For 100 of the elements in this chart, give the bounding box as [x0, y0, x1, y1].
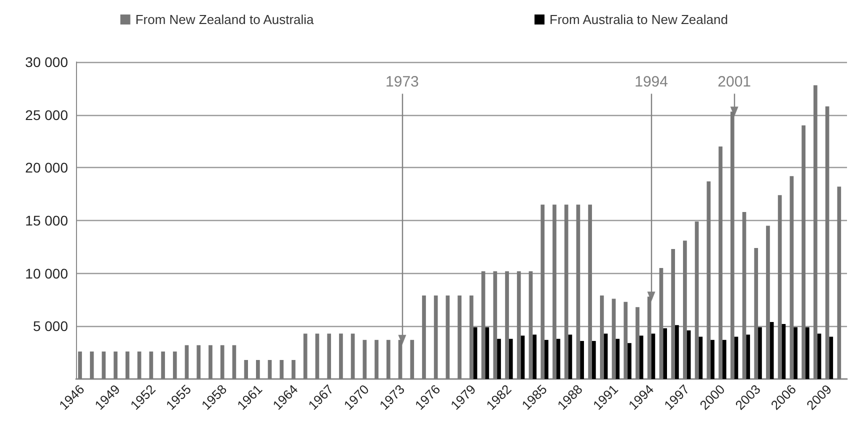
bar	[770, 322, 774, 379]
bar	[817, 334, 822, 379]
bar	[256, 360, 260, 379]
bar	[576, 204, 580, 379]
bar	[280, 360, 284, 379]
bar	[805, 327, 810, 379]
y-tick-label: 20 000	[25, 160, 68, 176]
bar	[616, 338, 620, 379]
legend-label: From New Zealand to Australia	[135, 12, 315, 27]
bar	[303, 334, 308, 379]
bar	[706, 181, 711, 379]
bar	[639, 336, 644, 379]
annotation: 1994	[634, 74, 668, 91]
bar	[782, 324, 786, 379]
bar	[754, 248, 758, 379]
bar	[422, 296, 426, 379]
bar	[659, 268, 664, 379]
bar	[766, 226, 770, 379]
bar	[636, 307, 640, 379]
bar	[505, 271, 509, 379]
bar	[734, 336, 738, 379]
bar	[208, 345, 212, 379]
annotation: 2001	[718, 74, 752, 91]
bar	[410, 340, 414, 379]
y-tick-label: 15 000	[25, 212, 68, 228]
bar	[126, 352, 130, 379]
bar	[671, 249, 676, 379]
bar	[813, 85, 818, 379]
y-tick-label: 5 000	[32, 318, 68, 334]
bar	[220, 345, 224, 379]
bar	[90, 352, 94, 379]
bar	[508, 338, 513, 379]
bar	[540, 204, 545, 379]
bar	[446, 296, 450, 379]
bar	[718, 146, 722, 379]
bar	[149, 352, 154, 379]
bar	[528, 271, 533, 379]
bar	[315, 334, 320, 379]
bar	[292, 360, 296, 379]
bar	[232, 345, 236, 379]
bar	[746, 334, 750, 379]
bar	[520, 336, 525, 379]
bar	[604, 334, 608, 379]
bar	[698, 336, 703, 379]
bar	[600, 296, 604, 379]
bar	[564, 204, 568, 379]
bar	[588, 204, 592, 379]
bar	[580, 340, 584, 379]
bar	[374, 340, 378, 379]
bar	[663, 328, 667, 379]
legend-label: From Australia to New Zealand	[550, 12, 728, 27]
y-tick-label: 10 000	[25, 265, 68, 282]
bar	[470, 296, 474, 379]
bar	[434, 296, 438, 379]
bar	[458, 296, 462, 379]
bar	[102, 352, 106, 379]
bar	[710, 340, 714, 379]
y-tick-label: 25 000	[25, 106, 68, 123]
bar	[78, 352, 82, 379]
bar	[568, 334, 572, 379]
bar	[694, 222, 699, 379]
bar	[532, 334, 537, 379]
bar	[778, 195, 782, 379]
y-tick-label: 30 000	[25, 54, 68, 70]
bar	[742, 212, 746, 379]
bar	[544, 340, 548, 379]
bar	[196, 345, 201, 379]
bar	[837, 186, 842, 379]
bar	[350, 334, 355, 379]
bar	[137, 352, 142, 379]
bar	[552, 204, 556, 379]
bar	[497, 338, 501, 379]
bar	[758, 327, 762, 379]
bar	[184, 345, 189, 379]
bar	[161, 352, 165, 379]
bar	[829, 336, 834, 379]
bar	[802, 125, 806, 379]
bar	[481, 271, 486, 379]
bar	[327, 334, 332, 379]
bar	[825, 106, 830, 379]
bar	[473, 327, 478, 379]
bar	[686, 330, 691, 379]
bar	[556, 338, 560, 379]
bar	[683, 240, 687, 379]
bar	[624, 302, 628, 379]
bar	[516, 271, 521, 379]
bar	[114, 352, 118, 379]
bar	[339, 334, 343, 379]
bar	[592, 340, 596, 379]
bar	[485, 327, 490, 379]
bar	[794, 327, 798, 379]
bar	[386, 340, 390, 379]
bar	[362, 340, 367, 379]
bar	[790, 176, 794, 379]
bar	[172, 352, 177, 379]
bar	[675, 325, 679, 379]
bar	[268, 360, 272, 379]
annotation: 1973	[386, 74, 419, 91]
bar	[612, 298, 616, 379]
bar	[493, 271, 498, 379]
